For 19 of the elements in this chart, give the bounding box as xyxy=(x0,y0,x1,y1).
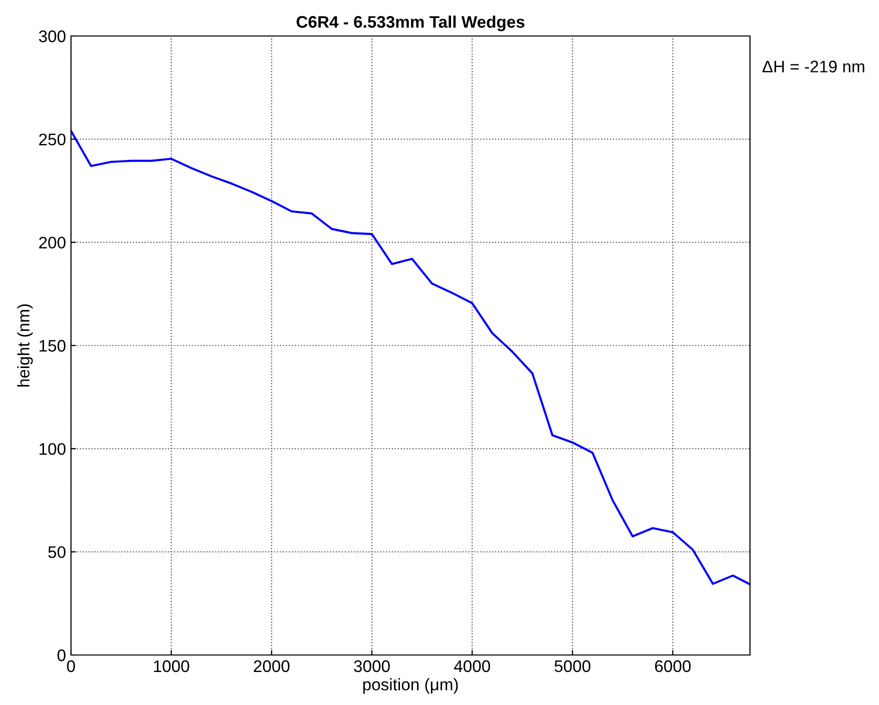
x-tick-label: 1000 xyxy=(154,660,190,672)
text: ΔH = -219 nm xyxy=(762,60,864,72)
y-tick-label: 150 xyxy=(40,340,66,352)
y-tick-label: 300 xyxy=(38,30,66,42)
x-tick-label: 3000 xyxy=(354,660,390,672)
x-tick-label: 0 xyxy=(67,660,75,672)
chart-title: C6R4 - 6.533mm Tall Wedges xyxy=(296,16,524,32)
line-series xyxy=(71,130,750,585)
x-tick-label: 2000 xyxy=(254,660,290,672)
y-tick-label: 250 xyxy=(39,134,66,146)
y-tick-label: 0 xyxy=(58,649,66,662)
y-axis-title: height (nm) xyxy=(17,304,33,386)
y-tick-label: 50 xyxy=(48,546,66,558)
x-tick-label: 6000 xyxy=(655,660,691,672)
x-axis-title: position (μm) xyxy=(363,678,458,694)
y-tick-label: 200 xyxy=(39,236,66,249)
y-tick-label: 100 xyxy=(40,443,66,455)
x-tick-label: 4000 xyxy=(454,660,490,672)
x-tick-label: 5000 xyxy=(554,660,590,672)
